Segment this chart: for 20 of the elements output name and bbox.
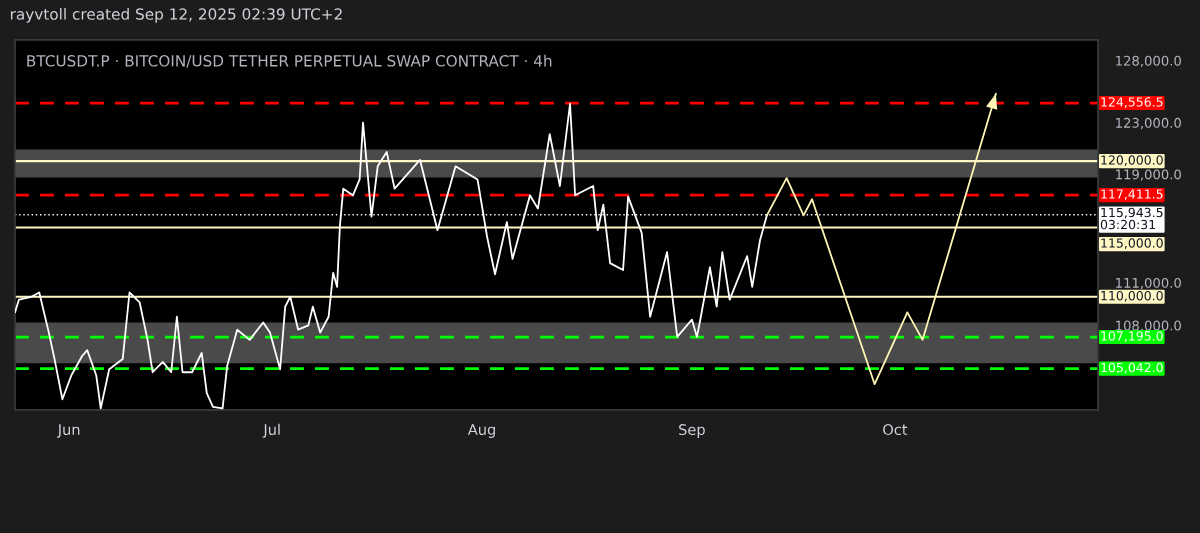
ref-line-label: 124,556.5 (1101, 97, 1163, 108)
x-tick-label: Jun (57, 424, 80, 438)
y-tick-label: 123,000.0 (1116, 117, 1181, 130)
ref-line-label: 105,042.0 (1101, 362, 1163, 374)
y-tick-label: 119,000.0 (1116, 169, 1181, 181)
x-tick-label: Sep (679, 424, 705, 438)
x-tick-label: Jul (262, 423, 280, 438)
y-tick-label: 111,000.0 (1116, 277, 1181, 290)
ref-line-label: 120,000.0 (1101, 155, 1163, 167)
ref-line-label: 117,411.5 (1101, 189, 1163, 201)
x-tick-label: Oct (883, 424, 908, 436)
y-tick-label: 108,000.0 (1116, 320, 1181, 332)
text: BTCUSDT.P · BITCOIN/USD TETHER PERPETUAL SWAP CONTRACT · 4h (27, 54, 552, 68)
ref-line-label: 115,943.5 03:20:31 (1100, 207, 1163, 230)
ref-line-label: 110,000.0 (1101, 290, 1163, 302)
y-tick-label: 128,000.0 (1116, 55, 1181, 68)
text: rayvtoll created Sep 12, 2025 02:39 UTC+2 (10, 7, 342, 23)
x-tick-label: Aug (467, 424, 495, 438)
ref-line-label: 115,000.0 (1101, 238, 1163, 250)
ref-line-label: 107,195.0 (1101, 331, 1163, 342)
